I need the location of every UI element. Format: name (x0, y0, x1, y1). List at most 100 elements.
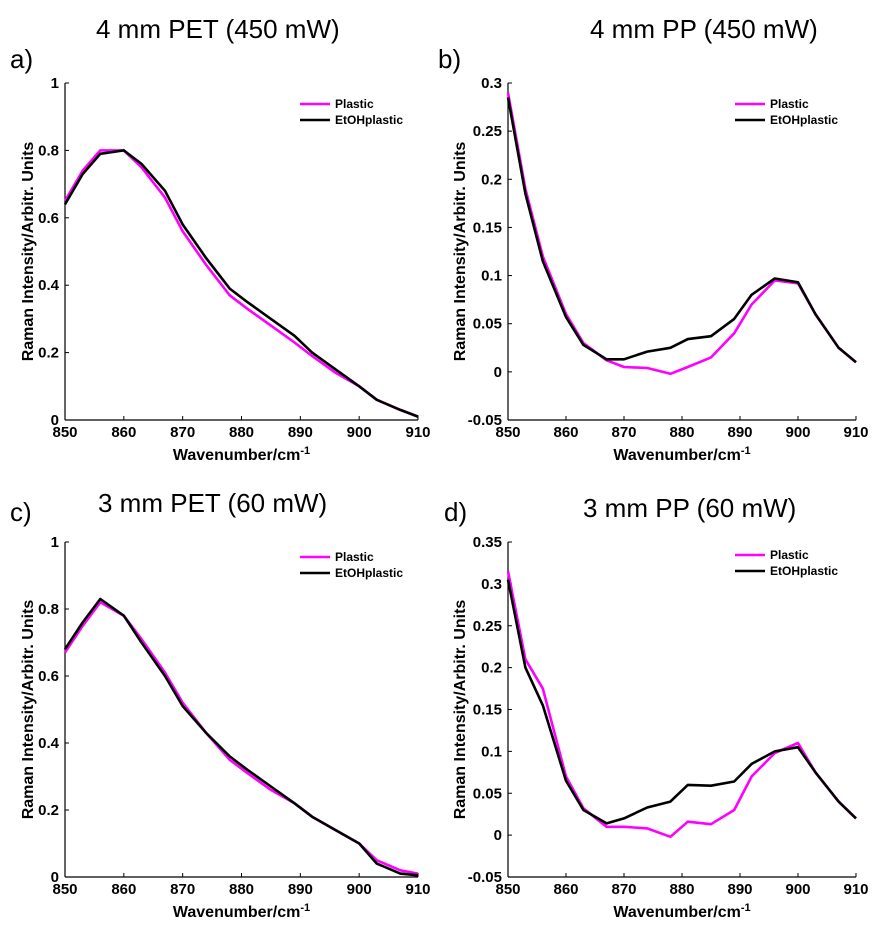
x-axis-label-text: Wavenumber/cm (613, 447, 740, 464)
y-tick-label: 0.3 (481, 75, 502, 92)
panel-a-title: 4 mm PET (450 mW) (96, 14, 340, 44)
series-line-plastic (506, 571, 857, 839)
legend-label-plastic: Plastic (770, 97, 809, 111)
series-line-etohplastic (63, 149, 419, 418)
y-tick-label: 0 (51, 412, 59, 429)
legend-label-plastic: Plastic (335, 97, 374, 111)
x-tick-label: 900 (347, 881, 372, 898)
x-tick-label: 910 (843, 424, 868, 441)
x-tick-label: 850 (495, 424, 520, 441)
x-tick-label: 910 (405, 881, 430, 898)
x-axis-label-superscript: -1 (300, 902, 310, 914)
y-tick-label: 0.4 (38, 277, 60, 294)
legend-c: Plastic EtOHplastic (300, 550, 403, 580)
y-tick-label: 0.05 (473, 316, 502, 333)
y-axis-label-b: Raman Intensity/Arbitr. Units (452, 142, 469, 362)
legend-b: Plastic EtOHplastic (735, 97, 838, 127)
y-tick-label: -0.05 (468, 412, 502, 429)
chart-panel-c: 850 860 870 880 890 900 910 0 0.2 0.4 0.6 0.8 1 Waven… (20, 534, 431, 921)
x-tick-label: 850 (495, 881, 520, 898)
x-tick-label: 900 (785, 424, 810, 441)
series-line-plastic (506, 92, 857, 376)
y-tick-label: 0.6 (38, 668, 59, 685)
x-tick-label: 870 (170, 424, 195, 441)
y-axis-label-a: Raman Intensity/Arbitr. Units (20, 142, 37, 362)
x-tick-label: 850 (52, 424, 77, 441)
chart-panel-b: 850 860 870 880 890 900 910 -0.05 0 0.05 0.1 0.15 0.… (452, 75, 869, 464)
panel-b-title: 4 mm PP (450 mW) (590, 14, 818, 44)
x-tick-label: 910 (843, 881, 868, 898)
y-tick-label: 0.3 (481, 576, 502, 593)
y-tick-label: 0.2 (38, 802, 59, 819)
x-tick-label: 880 (229, 881, 254, 898)
x-axis-label-c: Wavenumber/cm-1 (173, 902, 310, 921)
x-tick-label: 870 (170, 881, 195, 898)
y-tick-label: 0.1 (481, 743, 502, 760)
series-line-plastic (63, 149, 419, 418)
y-tick-label: 0.15 (473, 702, 502, 719)
x-axis-label-b: Wavenumber/cm-1 (613, 445, 750, 464)
y-tick-label: 0.05 (473, 785, 502, 802)
x-tick-label: 860 (553, 881, 578, 898)
x-tick-label: 910 (405, 424, 430, 441)
x-tick-label: 880 (229, 424, 254, 441)
legend-a: Plastic EtOHplastic (300, 97, 403, 127)
x-axis-label-text: Wavenumber/cm (173, 447, 300, 464)
legend-d: Plastic EtOHplastic (735, 548, 838, 578)
legend-label-plastic: Plastic (770, 548, 809, 562)
y-tick-label: 0.25 (473, 123, 502, 140)
y-tick-label: 0.35 (473, 534, 502, 551)
x-axis-label-superscript: -1 (741, 445, 751, 457)
y-tick-label: 0.2 (481, 171, 502, 188)
x-tick-label: 890 (727, 881, 752, 898)
y-axis-label-c: Raman Intensity/Arbitr. Units (20, 600, 37, 820)
panel-d-title: 3 mm PP (60 mW) (583, 493, 797, 523)
panel-c-letter: c) (10, 497, 32, 527)
x-tick-label: 880 (669, 881, 694, 898)
legend-label-etohplastic: EtOHplastic (335, 566, 403, 580)
x-axis-label-text: Wavenumber/cm (173, 904, 300, 921)
x-axis-label-superscript: -1 (300, 445, 310, 457)
y-tick-label: 0.2 (38, 345, 59, 362)
panel-a-letter: a) (10, 44, 34, 74)
series-line-etohplastic (506, 579, 857, 825)
y-tick-label: 0.15 (473, 219, 502, 236)
chart-panel-a: 850 860 870 880 890 900 910 0 0.2 0.4 0.6 0.8 1 Waven… (20, 75, 431, 464)
x-tick-label: 870 (611, 424, 636, 441)
x-axis-label-superscript: -1 (741, 902, 751, 914)
y-tick-label: 0.8 (38, 601, 59, 618)
legend-label-etohplastic: EtOHplastic (335, 113, 403, 127)
x-tick-label: 860 (111, 424, 136, 441)
legend-label-etohplastic: EtOHplastic (770, 564, 838, 578)
series-line-plastic (63, 600, 419, 875)
x-tick-label: 860 (553, 424, 578, 441)
x-axis-label-text: Wavenumber/cm (613, 904, 740, 921)
y-tick-label: 0.2 (481, 660, 502, 677)
y-axis-label-d: Raman Intensity/Arbitr. Units (452, 600, 469, 820)
series-line-etohplastic (63, 597, 419, 877)
y-tick-label: 1 (51, 534, 59, 551)
panel-d-letter: d) (444, 497, 468, 527)
y-tick-label: 0 (494, 827, 502, 844)
x-tick-label: 890 (288, 424, 313, 441)
x-tick-label: 890 (288, 881, 313, 898)
y-tick-label: 0 (494, 364, 502, 381)
y-tick-label: 0.25 (473, 618, 502, 635)
series-line-etohplastic (506, 97, 857, 364)
x-tick-label: 860 (111, 881, 136, 898)
y-tick-label: 1 (51, 75, 59, 92)
x-tick-label: 880 (669, 424, 694, 441)
x-axis-label-a: Wavenumber/cm-1 (173, 445, 310, 464)
panel-c-title: 3 mm PET (60 mW) (98, 488, 328, 518)
x-tick-label: 850 (52, 881, 77, 898)
y-tick-label: 0.6 (38, 210, 59, 227)
panel-b-letter: b) (438, 44, 462, 74)
x-tick-label: 900 (785, 881, 810, 898)
legend-label-etohplastic: EtOHplastic (770, 113, 838, 127)
x-axis-label-d: Wavenumber/cm-1 (613, 902, 750, 921)
x-tick-label: 870 (611, 881, 636, 898)
x-tick-label: 890 (727, 424, 752, 441)
legend-label-plastic: Plastic (335, 550, 374, 564)
